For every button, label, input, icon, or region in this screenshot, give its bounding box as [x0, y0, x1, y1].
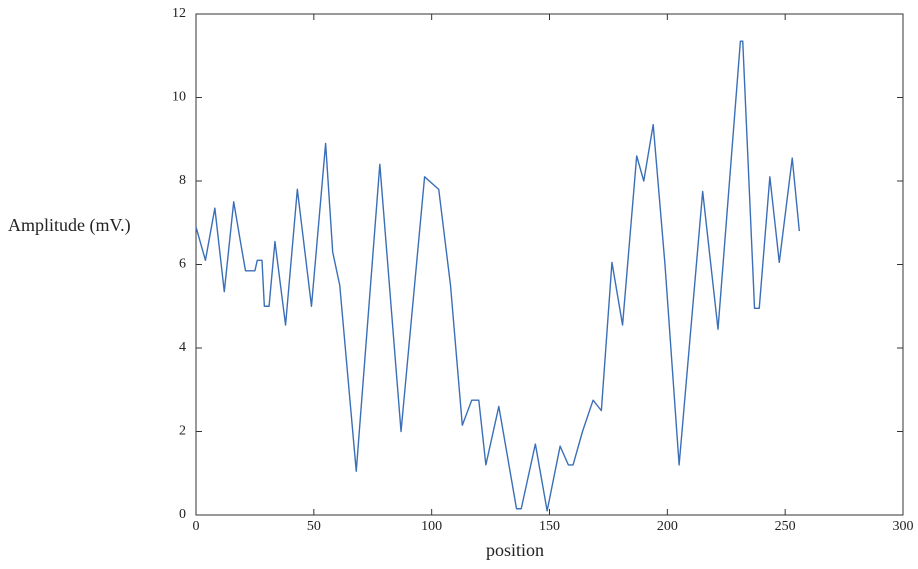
y-tick-label: 4: [179, 340, 186, 355]
y-tick-label: 12: [172, 6, 186, 21]
y-tick-label: 0: [179, 507, 186, 522]
x-tick-label: 100: [421, 519, 442, 534]
x-tick-label: 150: [539, 519, 560, 534]
x-tick-label: 50: [307, 519, 321, 534]
y-axis-label: Amplitude (mV.): [8, 215, 131, 236]
data-line: [195, 40, 801, 512]
y-tick-label: 10: [172, 90, 186, 105]
y-tick-label: 6: [179, 257, 186, 272]
x-tick-label: 300: [893, 519, 914, 534]
x-axis-label: position: [486, 540, 544, 560]
y-tick-label: 2: [179, 424, 186, 439]
y-tick-label: 8: [179, 173, 186, 188]
x-tick-label: 250: [775, 519, 796, 534]
plot-frame: [195, 13, 904, 516]
x-tick-label: 200: [657, 519, 678, 534]
x-tick-label: 0: [193, 519, 200, 534]
